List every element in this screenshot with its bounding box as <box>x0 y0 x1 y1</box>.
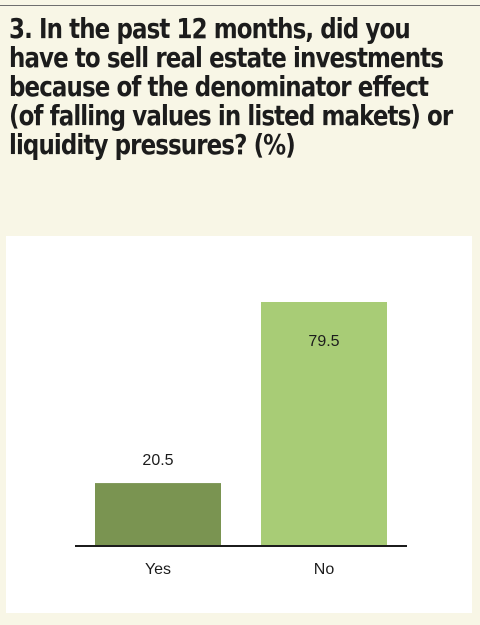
chart-panel: 20.5 Yes 79.5 No <box>6 236 472 613</box>
data-label-yes: 20.5 <box>142 452 173 469</box>
top-rule <box>0 5 480 6</box>
bar-chart: 20.5 Yes 79.5 No <box>75 302 407 578</box>
bar-no <box>261 302 387 546</box>
x-tick-label-yes: Yes <box>145 561 171 578</box>
labels-layer: 20.5 Yes 79.5 No <box>142 333 339 578</box>
x-tick-label-no: No <box>314 561 335 578</box>
data-label-no: 79.5 <box>308 333 339 350</box>
chart-title: 3. In the past 12 months, did you have t… <box>9 12 453 161</box>
bar-yes <box>95 483 221 546</box>
bars-layer <box>95 302 387 546</box>
